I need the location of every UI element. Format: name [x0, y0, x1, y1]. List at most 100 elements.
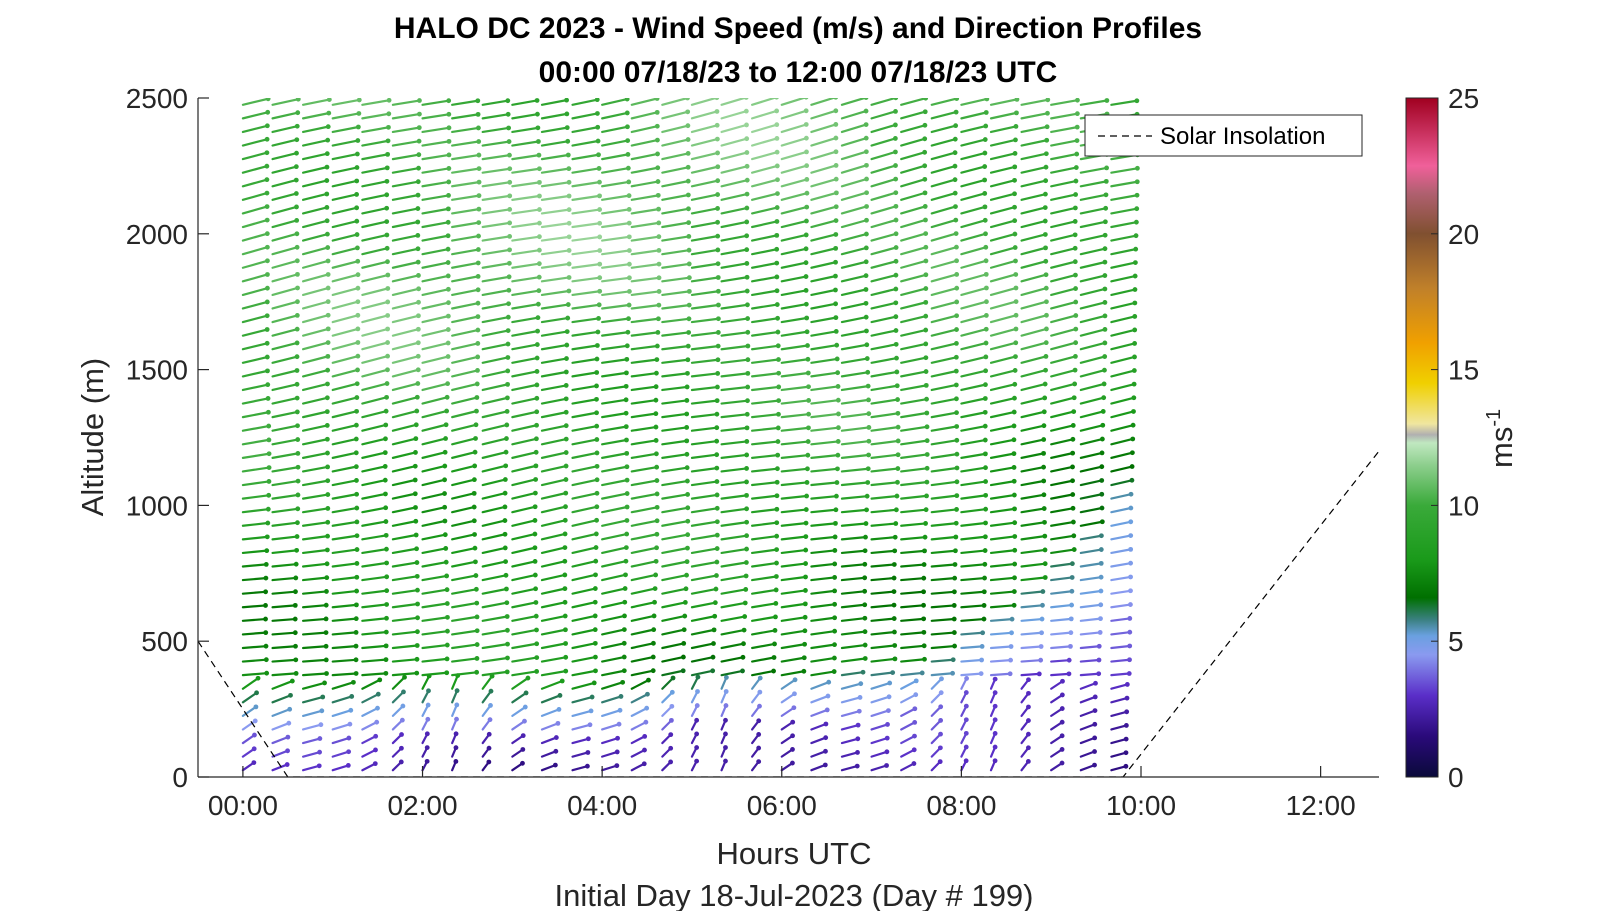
wind-barb-stem	[301, 327, 330, 337]
wind-barb-tip	[723, 731, 728, 737]
wind-barb-stem	[720, 151, 748, 161]
wind-barb-tip	[641, 761, 647, 767]
wind-barb-stem	[930, 658, 955, 663]
wind-barb-stem	[690, 207, 719, 215]
wind-barb-stem	[810, 205, 838, 215]
wind-barb-tip	[536, 139, 541, 144]
wind-barb-stem	[540, 492, 567, 500]
wind-barb-stem	[751, 656, 776, 663]
wind-barb-tip	[1132, 260, 1138, 266]
wind-barb-stem	[241, 466, 271, 473]
wind-barb-tip	[937, 745, 943, 751]
wind-barb-tip	[294, 217, 300, 223]
wind-barb-tip	[324, 423, 330, 428]
wind-barb-stem	[481, 262, 511, 269]
wind-barb-stem	[571, 560, 597, 568]
wind-barb-stem	[271, 179, 298, 188]
wind-barb-stem	[930, 328, 958, 337]
wind-barb-tip	[324, 178, 330, 183]
wind-barb-tip	[415, 629, 420, 635]
wind-barb-stem	[900, 453, 929, 459]
wind-barb-tip	[980, 630, 986, 636]
wind-barb-stem	[780, 656, 806, 663]
wind-barb-stem	[361, 153, 389, 161]
wind-barb-stem	[810, 736, 827, 745]
wind-barb-tip	[1068, 630, 1074, 636]
wind-barb-tip	[383, 657, 389, 663]
wind-barb-stem	[481, 410, 509, 419]
wind-barb-stem	[391, 301, 420, 310]
wind-barb-stem	[1079, 220, 1107, 229]
wind-barb-stem	[271, 466, 300, 473]
wind-barb-stem	[810, 275, 837, 283]
wind-barb-stem	[780, 219, 808, 229]
wind-barb-tip	[533, 600, 539, 605]
wind-barb-stem	[511, 546, 537, 555]
wind-barb-tip	[854, 763, 860, 769]
wind-barb-tip	[864, 162, 869, 168]
wind-barb-stem	[361, 300, 389, 310]
wind-barb-tip	[1134, 179, 1140, 185]
wind-barb-tip	[982, 191, 988, 196]
wind-barb-stem	[630, 466, 658, 473]
wind-barb-stem	[810, 247, 837, 256]
wind-barb-tip	[1043, 178, 1049, 184]
wind-barb-tip	[252, 732, 257, 738]
wind-barb-stem	[481, 670, 509, 677]
wind-barb-tip	[833, 190, 839, 196]
wind-barb-tip	[507, 179, 513, 185]
wind-barb-tip	[865, 383, 871, 389]
wind-barb-tip	[954, 437, 960, 443]
wind-barb-tip	[595, 138, 601, 144]
wind-barb-stem	[1079, 99, 1108, 106]
wind-barb-stem	[391, 465, 417, 473]
wind-barb-stem	[1050, 287, 1077, 297]
wind-barb-stem	[540, 587, 567, 595]
wind-barb-tip	[683, 586, 689, 592]
wind-barb-stem	[241, 259, 269, 269]
wind-barb-tip	[453, 759, 459, 764]
wind-barb-stem	[241, 111, 269, 120]
wind-barb-tip	[805, 370, 811, 376]
wind-barb-stem	[601, 546, 628, 555]
wind-barb-stem	[630, 519, 659, 527]
wind-barb-stem	[331, 764, 350, 772]
wind-barb-tip	[1075, 98, 1080, 103]
wind-barb-tip	[1070, 423, 1076, 428]
wind-barb-stem	[331, 424, 358, 432]
wind-barb-tip	[723, 745, 728, 750]
wind-barb-tip	[1042, 191, 1048, 197]
wind-barb-stem	[1110, 328, 1136, 337]
wind-barb-stem	[930, 549, 957, 555]
wind-barb-stem	[241, 521, 269, 527]
wind-barb-tip	[354, 519, 360, 525]
wind-barb-stem	[810, 481, 839, 487]
wind-barb-tip	[266, 465, 272, 470]
wind-barb-stem	[661, 493, 689, 500]
wind-barb-stem	[751, 109, 778, 120]
wind-barb-tip	[684, 438, 690, 444]
wind-barb-tip	[653, 397, 659, 403]
wind-barb-stem	[1050, 112, 1079, 120]
wind-barb-stem	[1020, 438, 1045, 446]
wind-barb-stem	[391, 616, 419, 622]
wind-barb-stem	[900, 124, 927, 134]
wind-barb-tip	[653, 572, 659, 578]
wind-barb-tip	[1012, 534, 1018, 539]
wind-barb-tip	[656, 302, 662, 308]
wind-barb-stem	[989, 438, 1016, 446]
wind-barb-stem	[301, 246, 329, 256]
wind-barb-tip	[289, 678, 295, 684]
wind-barb-stem	[601, 139, 629, 147]
wind-barb-tip	[1073, 272, 1078, 278]
wind-barb-tip	[743, 108, 749, 114]
wind-barb-stem	[661, 601, 687, 609]
wind-barb-tip	[863, 108, 869, 114]
wind-barb-tip	[373, 747, 378, 753]
wind-barb-stem	[960, 178, 986, 188]
wind-barb-stem	[301, 737, 321, 745]
wind-barb-stem	[421, 657, 449, 663]
wind-barb-tip	[983, 231, 988, 237]
wind-barb-stem	[810, 722, 828, 731]
wind-barb-tip	[353, 436, 359, 442]
